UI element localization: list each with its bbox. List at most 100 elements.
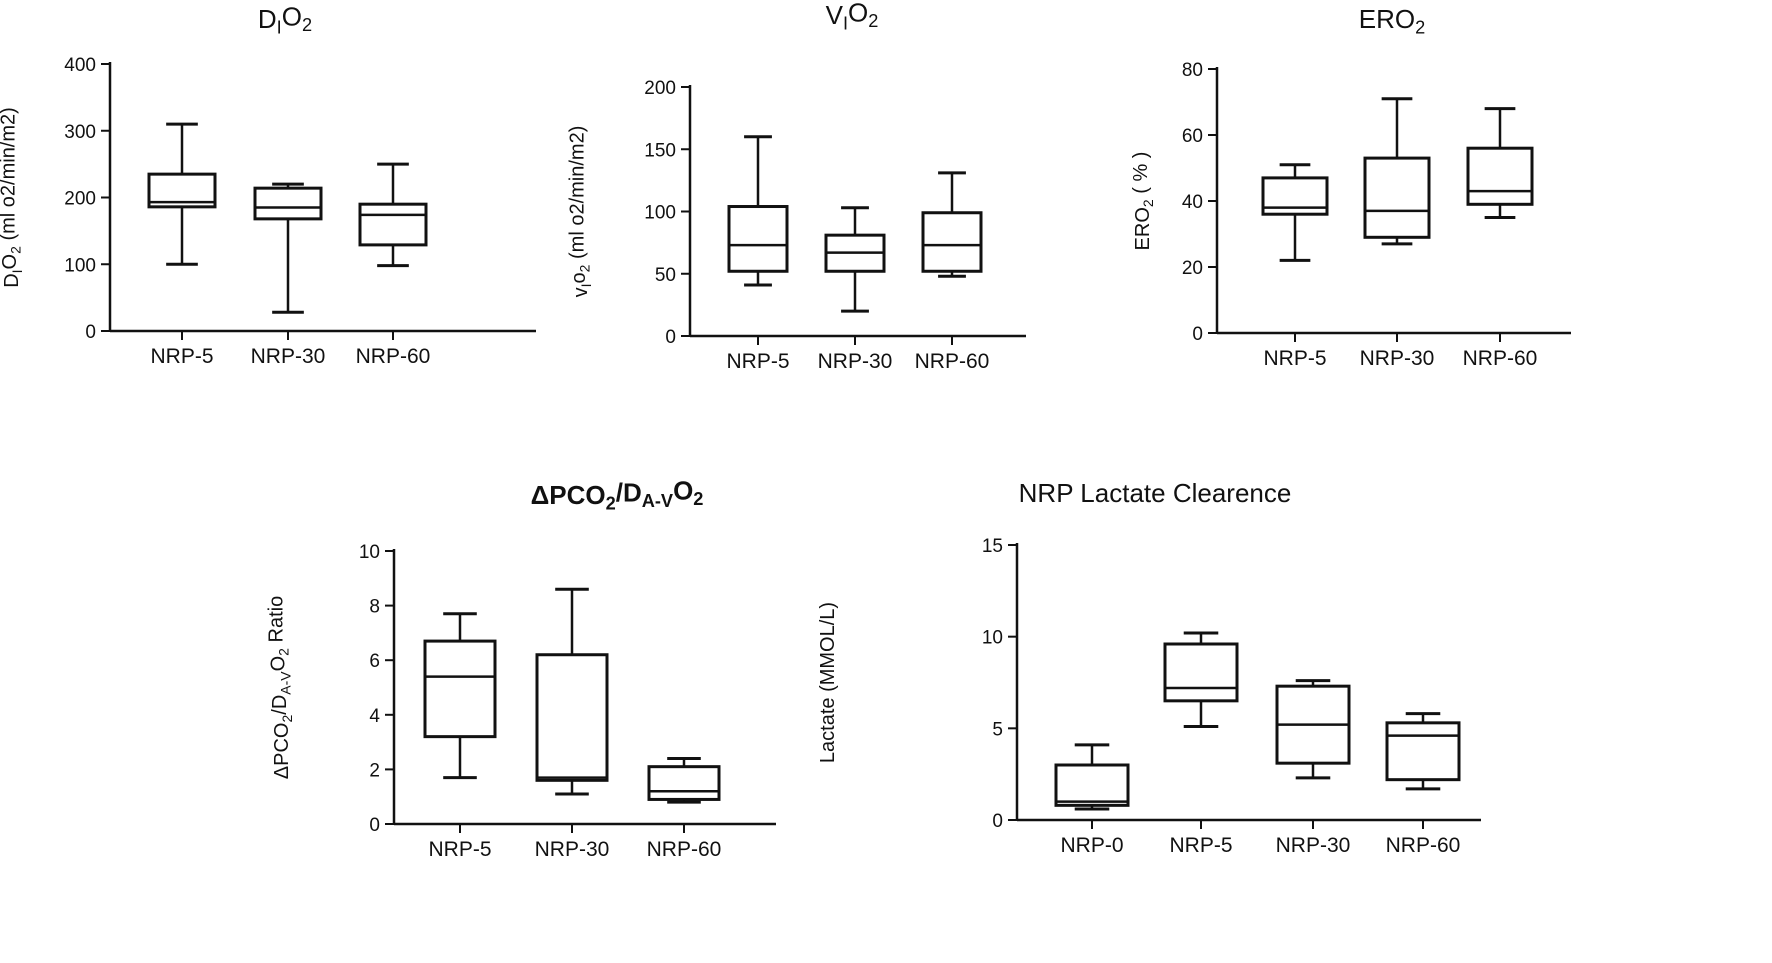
y-tick-label: 15: [982, 536, 1003, 557]
text-part: v: [570, 287, 592, 297]
x-category-label: NRP-5: [1263, 347, 1326, 370]
box-NRP-60: [358, 162, 428, 268]
x-category-label: NRP-30: [251, 345, 326, 368]
y-axis-label: Lactate (MMOL/L): [817, 602, 839, 763]
x-category-label: NRP-60: [356, 345, 431, 368]
x-category-label: NRP-5: [428, 838, 491, 861]
subscript: 2: [279, 715, 295, 723]
text-part: O: [673, 475, 693, 505]
subscript: 2: [606, 493, 616, 513]
text-part: (ml o2/min/m2): [566, 126, 588, 265]
text-part: Ratio: [266, 596, 288, 648]
y-tick-label: 80: [1182, 60, 1203, 81]
box-NRP-0: [1054, 743, 1130, 811]
y-tick-label: 4: [369, 706, 380, 727]
text-part: ( % ): [1130, 152, 1152, 200]
y-tick-label: 150: [644, 140, 676, 161]
chart-title: NRP Lactate Clearence: [1019, 478, 1292, 508]
text-part: O: [0, 254, 21, 270]
box-iqr: [358, 202, 428, 247]
box-NRP-5: [727, 135, 789, 287]
box-NRP-30: [535, 587, 609, 796]
y-tick-label: 5: [992, 719, 1003, 740]
box-iqr: [727, 205, 789, 273]
y-tick-label: 6: [369, 651, 380, 672]
box-NRP-5: [423, 612, 497, 780]
chart-title: VIO2: [826, 0, 879, 33]
box-NRP-30: [824, 206, 886, 313]
subscript: I: [578, 283, 594, 287]
chart-title: DIO2: [258, 2, 312, 38]
box-iqr: [253, 186, 323, 221]
box-iqr: [1385, 721, 1461, 782]
text-part: D: [258, 4, 277, 34]
y-tick-label: 100: [644, 203, 676, 224]
box-iqr: [1363, 156, 1431, 239]
box-NRP-5: [1163, 631, 1239, 728]
text-part: D: [1, 273, 23, 287]
subscript: A-V: [277, 671, 293, 695]
x-category-label: NRP-30: [1360, 347, 1435, 370]
subscript: I: [277, 17, 282, 37]
y-axis-label: ΔPCO2/DA-VO2 Ratio: [266, 596, 296, 779]
text-part: O: [848, 0, 868, 28]
box-iqr: [535, 653, 609, 782]
box-iqr: [1054, 763, 1130, 807]
chart-5: NRP Lactate Clearence Lactate (MMOL/L) 0 5 1…: [817, 478, 1481, 857]
box-NRP-30: [253, 182, 323, 314]
box-iqr: [1466, 146, 1534, 206]
x-category-label: NRP-30: [1276, 834, 1351, 857]
subscript: 2: [7, 246, 23, 254]
x-category-label: NRP-60: [1386, 834, 1461, 857]
y-tick-label: 10: [982, 628, 1003, 649]
x-category-label: NRP-5: [726, 350, 789, 373]
x-category-label: NRP-60: [1463, 347, 1538, 370]
x-category-label: NRP-30: [535, 838, 610, 861]
text-part: /D: [269, 695, 291, 715]
subscript: A-V: [642, 491, 673, 511]
subscript: 2: [868, 11, 878, 31]
box-NRP-60: [921, 171, 983, 278]
y-tick-label: 200: [64, 189, 96, 210]
text-part: O: [267, 656, 289, 672]
y-tick-label: 100: [64, 255, 96, 276]
y-axis-label: DIO2 (ml o2/min/m2): [0, 107, 25, 288]
text-part: O: [282, 2, 302, 32]
chart-title: ERO2: [1359, 4, 1425, 37]
y-tick-label: 20: [1182, 258, 1203, 279]
y-tick-label: 0: [369, 815, 380, 836]
text-part: ΔPCO: [271, 723, 293, 780]
box-iqr: [1163, 642, 1239, 703]
text-part: ERO: [1132, 207, 1154, 250]
box-NRP-60: [1466, 107, 1534, 219]
subscript: 2: [576, 264, 592, 272]
text-part: ERO: [1359, 4, 1415, 34]
y-tick-label: 300: [64, 122, 96, 143]
y-tick-label: 0: [1192, 324, 1203, 345]
subscript: 2: [276, 648, 292, 656]
text-part: o: [568, 272, 590, 283]
y-tick-label: 200: [644, 78, 676, 99]
subscript: I: [843, 13, 848, 33]
x-category-label: NRP-0: [1060, 834, 1123, 857]
subscript: 2: [1415, 17, 1425, 37]
y-axis-label: ERO2 ( % ): [1130, 152, 1156, 251]
x-category-label: NRP-5: [1169, 834, 1232, 857]
text-part: /D: [616, 478, 642, 508]
box-iqr: [423, 639, 497, 739]
y-tick-label: 400: [64, 55, 96, 76]
y-tick-label: 8: [369, 597, 380, 618]
subscript: 2: [693, 489, 703, 509]
x-category-label: NRP-5: [150, 345, 213, 368]
box-NRP-30: [1275, 679, 1351, 780]
x-category-label: NRP-60: [647, 838, 722, 861]
y-tick-label: 0: [85, 322, 96, 343]
y-tick-label: 50: [655, 265, 676, 286]
y-axis-label: vIo2 (ml o2/min/m2): [566, 126, 594, 298]
y-tick-label: 2: [369, 760, 380, 781]
box-NRP-60: [647, 756, 721, 804]
